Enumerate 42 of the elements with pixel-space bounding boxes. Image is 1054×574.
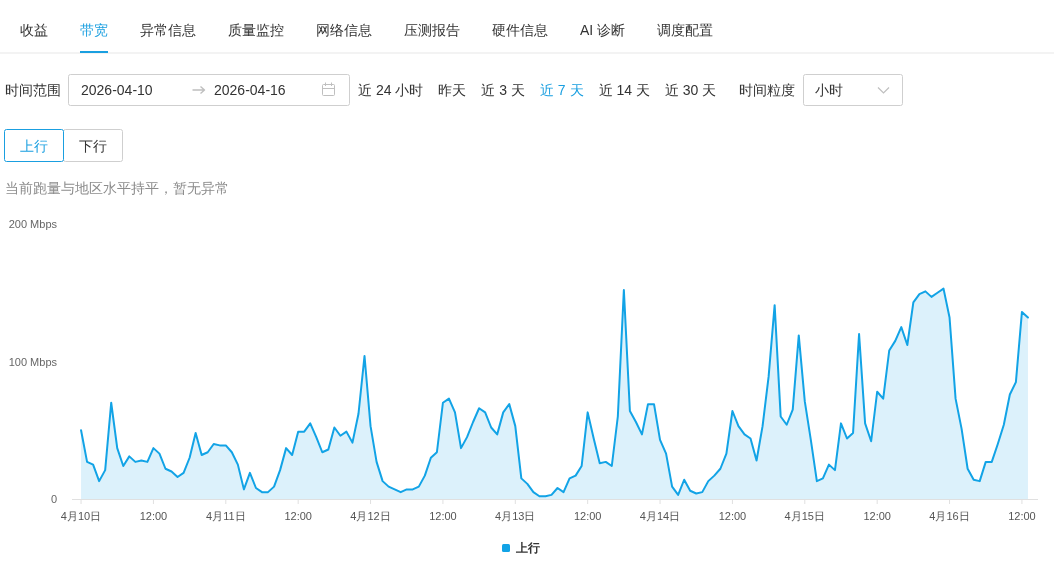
field-label: 时间粒度 bbox=[739, 82, 795, 98]
range-link-selected: 近 7 天 bbox=[539, 82, 584, 98]
tab-label: 硬件信息 bbox=[492, 22, 548, 38]
y-tick-label: 100 Mbps bbox=[8, 355, 58, 368]
select-value: 小时 bbox=[815, 82, 843, 98]
button-selected: 上行 bbox=[4, 129, 64, 162]
tab-label: 网络信息 bbox=[316, 22, 372, 38]
start-date: 2026-04-10 bbox=[81, 82, 153, 98]
tab-label: 异常信息 bbox=[140, 22, 196, 38]
x-tick-label: 4月15日 bbox=[784, 510, 825, 522]
tab-label: 质量监控 bbox=[228, 22, 284, 38]
x-tick-label: 4月16日 bbox=[929, 510, 970, 522]
end-date: 2026-04-16 bbox=[214, 82, 286, 98]
x-tick-label: 4月12日 bbox=[350, 510, 391, 522]
x-tick-label: 4月11日 bbox=[206, 510, 246, 522]
x-tick-label: 4月10日 bbox=[60, 510, 102, 522]
y-tick-label: 200 Mbps bbox=[8, 218, 58, 230]
tab-label: 收益 bbox=[20, 22, 48, 38]
x-tick-label: 4月14日 bbox=[639, 510, 681, 522]
x-tick-label: 12:00 bbox=[429, 510, 457, 522]
x-tick-label: 12:00 bbox=[863, 510, 891, 522]
x-tick-label: 12:00 bbox=[1008, 510, 1036, 522]
chart-subtitle: 当前跑量与地区水平持平，暂无异常 bbox=[5, 180, 229, 196]
x-tick-label: 12:00 bbox=[284, 510, 312, 522]
range-link: 近 30 天 bbox=[664, 82, 717, 98]
x-tick-label: 4月13日 bbox=[495, 510, 536, 522]
x-tick-label: 12:00 bbox=[718, 510, 747, 522]
button: 下行 bbox=[63, 129, 123, 162]
tab-label: AI 诊断 bbox=[580, 22, 626, 38]
range-link: 近 3 天 bbox=[481, 82, 525, 98]
tab-label: 调度配置 bbox=[657, 22, 714, 38]
range-link: 近 14 天 bbox=[598, 82, 650, 98]
tab-selected: 带宽 bbox=[80, 22, 108, 53]
field-label: 时间范围 bbox=[5, 82, 61, 98]
range-link: 近 24 小时 bbox=[358, 82, 424, 98]
x-tick-label: 12:00 bbox=[573, 510, 602, 522]
legend-label: 上行 bbox=[515, 541, 540, 555]
x-tick-label: 12:00 bbox=[139, 510, 168, 522]
range-link: 昨天 bbox=[438, 82, 467, 98]
tab-label: 压测报告 bbox=[404, 22, 460, 38]
legend: 上行 bbox=[502, 541, 540, 555]
y-tick-label: 0 bbox=[50, 493, 57, 505]
